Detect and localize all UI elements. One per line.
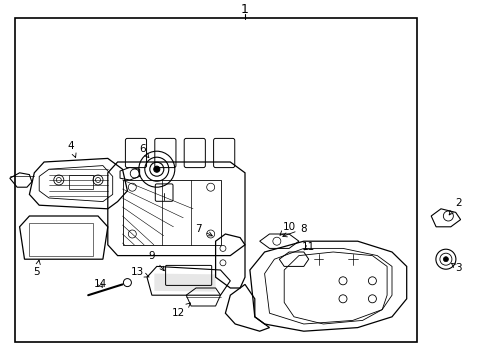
Text: 13: 13 bbox=[130, 267, 149, 277]
Text: 11: 11 bbox=[302, 242, 316, 252]
Text: 6: 6 bbox=[139, 144, 149, 158]
Text: 8: 8 bbox=[283, 224, 307, 237]
Circle shape bbox=[443, 257, 448, 262]
Text: 5: 5 bbox=[33, 260, 40, 277]
Text: 7: 7 bbox=[195, 224, 212, 236]
Text: 3: 3 bbox=[451, 263, 462, 273]
Text: 1: 1 bbox=[241, 3, 249, 15]
Text: 4: 4 bbox=[68, 141, 76, 158]
Text: 12: 12 bbox=[172, 303, 191, 318]
Polygon shape bbox=[154, 274, 216, 292]
Bar bbox=[15, 18, 416, 342]
Text: 2: 2 bbox=[449, 198, 462, 215]
Text: 10: 10 bbox=[280, 222, 295, 235]
Text: 9: 9 bbox=[148, 251, 164, 271]
Text: 14: 14 bbox=[94, 279, 107, 289]
Circle shape bbox=[154, 166, 160, 172]
